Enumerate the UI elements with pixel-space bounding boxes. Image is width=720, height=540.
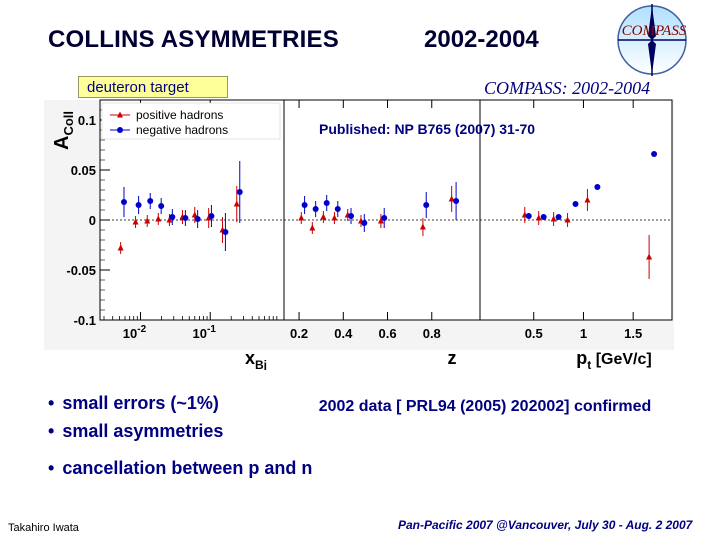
data-point-positive: [298, 214, 305, 221]
data-point-positive: [191, 211, 198, 218]
y-tick-label: -0.1: [74, 313, 96, 328]
data-point-negative: [540, 214, 547, 220]
target-label: deuteron target: [78, 76, 228, 98]
data-point-positive: [564, 216, 571, 223]
data-point-positive: [331, 214, 338, 221]
data-point-negative: [182, 215, 189, 221]
data-point-negative: [312, 206, 319, 212]
svg-text:COMPASS: COMPASS: [622, 23, 687, 39]
y-tick-label: 0.1: [78, 113, 96, 128]
data-point-positive: [320, 213, 327, 220]
data-point-negative: [381, 215, 388, 221]
bullet-small-errors: • small errors (~1%): [48, 393, 219, 413]
data-point-negative: [334, 206, 341, 212]
data-point-positive: [309, 224, 316, 231]
data-point-negative: [208, 213, 215, 219]
data-point-positive: [205, 214, 212, 221]
data-point-negative: [169, 214, 176, 220]
data-point-positive: [166, 216, 173, 223]
legend-label: negative hadrons: [136, 123, 228, 137]
data-point-positive: [419, 223, 426, 230]
legend-marker-positive: [117, 111, 123, 118]
x-axis-label-xbj: xBj: [245, 348, 267, 370]
data-point-negative: [555, 214, 562, 220]
data-point-negative: [348, 213, 355, 219]
data-point-negative: [194, 216, 201, 222]
data-point-positive: [535, 214, 542, 221]
data-point-negative: [423, 202, 430, 208]
data-point-positive: [144, 217, 151, 224]
author-name: Takahiro Iwata: [8, 522, 79, 534]
x-tick-label: 10-1: [193, 324, 217, 341]
x-tick-label: 0.4: [334, 326, 353, 341]
legend-marker-negative: [117, 127, 123, 133]
confirmation-note: 2002 data [ PRL94 (2005) 202002] confirm…: [270, 392, 700, 422]
data-point-negative: [453, 198, 460, 204]
bullet-text: small asymmetries: [62, 421, 224, 441]
y-tick-label: -0.05: [66, 263, 96, 278]
data-point-negative: [158, 203, 165, 209]
data-point-negative: [135, 202, 142, 208]
data-point-positive: [155, 215, 162, 222]
data-point-positive: [584, 196, 591, 203]
data-point-positive: [646, 253, 653, 260]
data-point-negative: [120, 199, 127, 205]
x-tick-label: 0.2: [290, 326, 308, 341]
legend-box: [101, 102, 281, 140]
x-tick-label: 10-2: [123, 324, 147, 341]
x-tick-label: 1.5: [624, 326, 642, 341]
data-point-negative: [361, 220, 368, 226]
conference-footer: Pan-Pacific 2007 @Vancouver, July 30 - A…: [398, 518, 693, 532]
publication-label: Published: NP B765 (2007) 31-70: [319, 121, 535, 137]
x-axis-label-pt: pt [GeV/c]: [576, 348, 651, 370]
slide-years: 2002-2004: [424, 26, 539, 53]
legend-label: positive hadrons: [136, 108, 223, 122]
panel-frame-pt: [479, 99, 673, 321]
data-point-negative: [147, 198, 154, 204]
data-point-positive: [377, 217, 384, 224]
bullet-small-asymmetries: • small asymmetries: [48, 421, 224, 441]
x-tick-label: 0.8: [423, 326, 441, 341]
data-point-positive: [117, 244, 124, 251]
bullet-cancellation: • cancellation between p and n: [48, 458, 313, 478]
data-point-negative: [594, 184, 601, 190]
x-tick-label: 0.6: [378, 326, 396, 341]
data-point-positive: [233, 200, 240, 207]
compass-logo: COMPASS: [617, 4, 687, 76]
data-point-negative: [236, 189, 243, 195]
data-point-negative: [651, 151, 658, 157]
data-point-negative: [222, 229, 229, 235]
bullet-text: cancellation between p and n: [62, 458, 313, 478]
y-tick-label: 0.05: [71, 163, 96, 178]
y-axis-label: AColl: [51, 111, 76, 150]
y-tick-label: 0: [89, 213, 96, 228]
data-point-negative: [525, 213, 532, 219]
data-point-positive: [550, 215, 557, 222]
data-point-negative: [572, 201, 579, 207]
slide-title: COLLINS ASYMMETRIES: [48, 26, 339, 53]
bullet-text: small errors (~1%): [62, 393, 219, 413]
x-tick-label: 0.5: [525, 326, 543, 341]
x-axis-label-z: z: [448, 348, 457, 368]
data-point-positive: [132, 218, 139, 225]
data-point-positive: [448, 195, 455, 202]
x-tick-label: 1: [580, 326, 587, 341]
data-point-negative: [323, 200, 330, 206]
data-point-negative: [301, 202, 308, 208]
compass-panel-header: COMPASS: 2002-2004: [484, 78, 651, 98]
